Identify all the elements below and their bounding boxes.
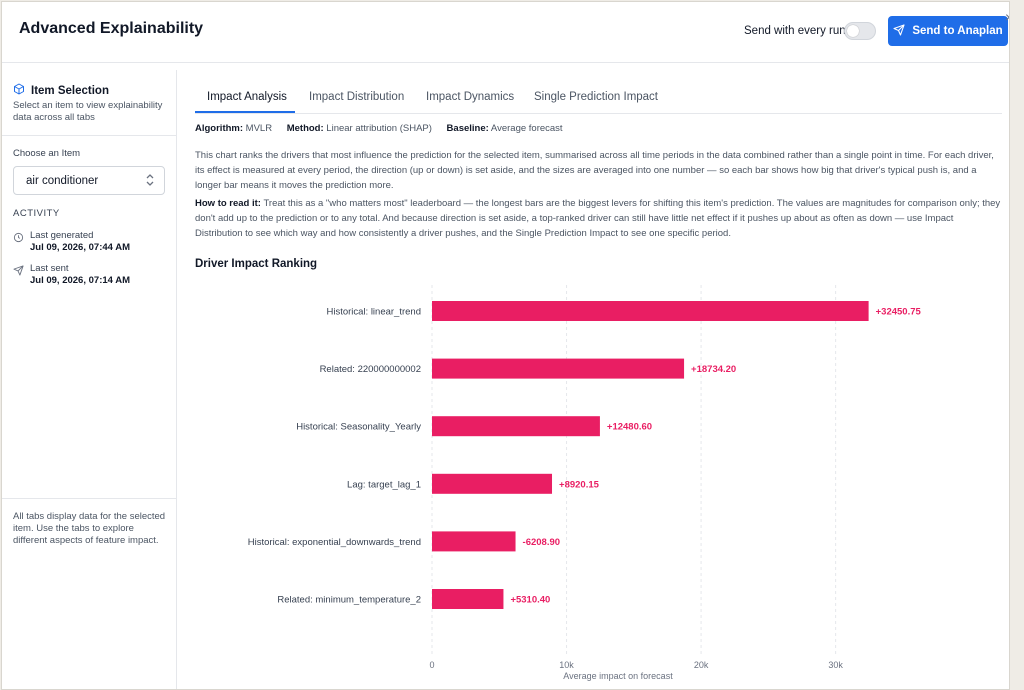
algorithm-label: Algorithm:: [195, 123, 244, 134]
data-label: +32450.75: [876, 307, 922, 318]
chart-heading: Driver Impact Ranking: [195, 258, 318, 270]
baseline-label: Baseline:: [446, 123, 489, 134]
choose-item-label: Choose an Item: [13, 148, 81, 159]
x-tick-label: 30k: [828, 660, 843, 670]
category-label: Historical: Seasonality_Yearly: [296, 422, 421, 433]
how-to-read-label: How to read it:: [195, 198, 261, 209]
chevron-up-down-icon: [146, 173, 154, 188]
x-tick-label: 0: [429, 660, 434, 670]
category-label: Related: minimum_temperature_2: [277, 595, 421, 606]
active-tab-indicator: [195, 111, 295, 113]
last-sent-row: Last sent Jul 09, 2026, 07:14 AM: [13, 263, 130, 287]
send-button-label: Send to Anaplan: [912, 25, 1003, 37]
bar: [432, 531, 516, 552]
item-select-value: air conditioner: [26, 175, 99, 187]
how-to-read: How to read it: Treat this as a "who mat…: [195, 196, 1001, 241]
category-label: Related: 220000000002: [320, 364, 421, 375]
category-label: Historical: linear_trend: [326, 307, 421, 318]
last-sent-label: Last sent: [30, 263, 69, 274]
clock-icon: [13, 230, 24, 254]
sidebar-footer-note: All tabs display data for the selected i…: [13, 511, 166, 546]
main-panel: Impact Analysis Impact Distribution Impa…: [178, 70, 1009, 689]
cube-icon: [13, 83, 25, 98]
how-to-read-text: Treat this as a "who matters most" leade…: [195, 198, 1001, 239]
data-label: +12480.60: [607, 422, 652, 433]
data-label: +18734.20: [691, 364, 736, 375]
item-select[interactable]: air conditioner: [13, 166, 165, 195]
send-to-anaplan-button[interactable]: Send to Anaplan: [888, 16, 1008, 46]
item-selection-sidebar: Item Selection Select an item to view ex…: [2, 70, 177, 689]
bar: [432, 301, 869, 321]
toggle-knob: [847, 25, 859, 37]
tab-bar: Impact Analysis Impact Distribution Impa…: [195, 84, 1002, 114]
last-generated-label: Last generated: [30, 230, 94, 241]
divider: [2, 135, 176, 136]
data-label: +5310.40: [510, 595, 550, 606]
method-value: Linear attribution (SHAP): [326, 123, 432, 134]
tab-impact-distribution[interactable]: Impact Distribution: [309, 91, 405, 103]
data-label: +8920.15: [559, 479, 600, 490]
item-selection-heading: Item Selection: [13, 83, 109, 98]
tab-single-prediction-impact[interactable]: Single Prediction Impact: [534, 91, 659, 103]
category-label: Historical: exponential_downwards_trend: [248, 537, 421, 548]
send-icon: [893, 23, 905, 39]
bar: [432, 358, 685, 379]
close-icon[interactable]: ×: [1005, 10, 1009, 24]
bar: [432, 416, 600, 437]
tab-impact-analysis[interactable]: Impact Analysis: [207, 91, 287, 103]
x-axis-label: Average impact on forecast: [563, 671, 673, 681]
x-tick-label: 20k: [694, 660, 709, 670]
send-icon: [13, 263, 24, 287]
modal-header: Advanced Explainability Send with every …: [2, 2, 1009, 63]
driver-impact-chart: 0 10k 20k 30k Average impact on forecast Hist…: [248, 285, 922, 681]
baseline-value: Average forecast: [490, 123, 563, 134]
send-every-run-label: Send with every run: [744, 25, 846, 37]
data-label: -6208.90: [523, 537, 561, 548]
last-generated-row: Last generated Jul 09, 2026, 07:44 AM: [13, 230, 130, 254]
item-selection-description: Select an item to view explainability da…: [13, 100, 163, 123]
last-sent-value: Jul 09, 2026, 07:14 AM: [30, 275, 130, 286]
bar: [432, 473, 553, 494]
model-meta: Algorithm: MVLR Method: Linear attributi…: [195, 123, 575, 134]
method-label: Method:: [286, 123, 324, 134]
activity-heading: ACTIVITY: [13, 208, 60, 219]
last-generated-value: Jul 09, 2026, 07:44 AM: [30, 242, 130, 253]
category-label: Lag: target_lag_1: [347, 479, 421, 490]
modal-title: Advanced Explainability: [19, 20, 204, 37]
chart-description: This chart ranks the drivers that most i…: [195, 150, 994, 191]
send-every-run-toggle[interactable]: [844, 22, 876, 40]
bar: [432, 589, 504, 609]
x-tick-label: 10k: [559, 660, 574, 670]
divider: [2, 498, 176, 499]
item-selection-title: Item Selection: [31, 84, 109, 97]
algorithm-value: MVLR: [245, 123, 273, 134]
tab-impact-dynamics[interactable]: Impact Dynamics: [426, 91, 515, 103]
